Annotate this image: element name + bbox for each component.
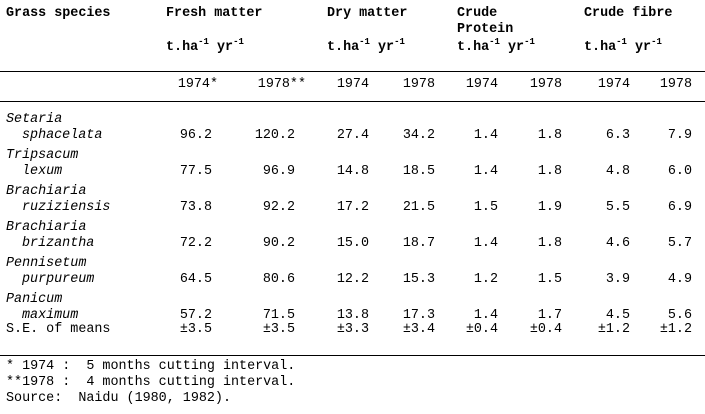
header-fresh-matter: Fresh matter [166, 6, 263, 21]
table-cell: 1.8 [537, 164, 562, 179]
header-crude-fibre: Crude fibre [584, 6, 673, 21]
year-label: 1974* [177, 77, 218, 92]
table-cell: 5.5 [605, 200, 630, 215]
table-cell: 1.5 [537, 272, 562, 287]
header-dry-matter: Dry matter [327, 6, 408, 21]
table-cell: 6.0 [667, 164, 692, 179]
table-cell: 13.8 [336, 308, 369, 323]
table-cell: 4.5 [605, 308, 630, 323]
se-cell: ±3.5 [179, 322, 212, 337]
species-name: lexum [22, 164, 63, 179]
table-cell: 21.5 [402, 200, 435, 215]
table-cell: 15.3 [402, 272, 435, 287]
table-cell: 120.2 [254, 128, 295, 143]
se-label: S.E. of means [6, 322, 111, 337]
se-cell: ±3.5 [262, 322, 295, 337]
table-cell: 5.6 [667, 308, 692, 323]
rule-years [0, 101, 705, 102]
table-cell: 57.2 [179, 308, 212, 323]
table-cell: 72.2 [179, 236, 212, 251]
species-name: purpureum [22, 272, 95, 287]
table-cell: 1.7 [537, 308, 562, 323]
unit-crude-protein: t.ha-1 yr-1 [457, 37, 535, 56]
table-cell: 80.6 [262, 272, 295, 287]
year-label: 1978 [402, 77, 435, 92]
table-cell: 1.8 [537, 236, 562, 251]
se-cell: ±3.4 [402, 322, 435, 337]
species-genus: Panicum [6, 292, 63, 307]
table-cell: 7.9 [667, 128, 692, 143]
table-cell: 4.8 [605, 164, 630, 179]
year-label: 1974 [465, 77, 498, 92]
se-cell: ±0.4 [465, 322, 498, 337]
table-cell: 12.2 [336, 272, 369, 287]
species-name: ruziziensis [22, 200, 111, 215]
table-cell: 92.2 [262, 200, 295, 215]
header-species: Grass species [6, 6, 111, 21]
table-cell: 14.8 [336, 164, 369, 179]
table-cell: 71.5 [262, 308, 295, 323]
table-cell: 4.6 [605, 236, 630, 251]
species-name: brizantha [22, 236, 95, 251]
table-cell: 96.2 [179, 128, 212, 143]
species-name: maximum [22, 308, 79, 323]
table-cell: 6.3 [605, 128, 630, 143]
se-cell: ±1.2 [659, 322, 692, 337]
table-cell: 5.7 [667, 236, 692, 251]
footnote-source: Source: Naidu (1980, 1982). [6, 391, 231, 406]
table-cell: 34.2 [402, 128, 435, 143]
species-genus: Brachiaria [6, 220, 87, 235]
year-label: 1974 [336, 77, 369, 92]
species-genus: Pennisetum [6, 256, 87, 271]
header-crude-protein-line1: Crude [457, 6, 498, 21]
species-name: sphacelata [22, 128, 103, 143]
unit-fresh-matter: t.ha-1 yr-1 [166, 37, 244, 56]
species-genus: Setaria [6, 112, 63, 127]
table-cell: 17.2 [336, 200, 369, 215]
table-cell: 77.5 [179, 164, 212, 179]
table-cell: 1.8 [537, 128, 562, 143]
table-cell: 4.9 [667, 272, 692, 287]
table-cell: 3.9 [605, 272, 630, 287]
species-genus: Brachiaria [6, 184, 87, 199]
header-crude-protein-line2: Protein [457, 22, 514, 37]
table-cell: 73.8 [179, 200, 212, 215]
table-cell: 6.9 [667, 200, 692, 215]
species-genus: Tripsacum [6, 148, 79, 163]
table-cell: 17.3 [402, 308, 435, 323]
table-cell: 1.4 [473, 308, 498, 323]
table-cell: 90.2 [262, 236, 295, 251]
table-cell: 64.5 [179, 272, 212, 287]
footnote-1974: * 1974 : 5 months cutting interval. [6, 359, 296, 374]
year-label: 1978** [257, 77, 306, 92]
year-label: 1978 [659, 77, 692, 92]
rule-top [0, 71, 705, 72]
table-cell: 18.5 [402, 164, 435, 179]
se-cell: ±0.4 [529, 322, 562, 337]
se-cell: ±1.2 [597, 322, 630, 337]
rule-bottom [0, 355, 705, 356]
table-cell: 18.7 [402, 236, 435, 251]
table-cell: 1.9 [537, 200, 562, 215]
unit-crude-fibre: t.ha-1 yr-1 [584, 37, 662, 56]
se-cell: ±3.3 [336, 322, 369, 337]
table-cell: 15.0 [336, 236, 369, 251]
unit-dry-matter: t.ha-1 yr-1 [327, 37, 405, 56]
table-cell: 1.4 [473, 164, 498, 179]
table-cell: 96.9 [262, 164, 295, 179]
table-cell: 27.4 [336, 128, 369, 143]
year-label: 1974 [597, 77, 630, 92]
table-cell: 1.2 [473, 272, 498, 287]
table-cell: 1.5 [473, 200, 498, 215]
table-cell: 1.4 [473, 236, 498, 251]
year-label: 1978 [529, 77, 562, 92]
footnote-1978: **1978 : 4 months cutting interval. [6, 375, 296, 390]
table-cell: 1.4 [473, 128, 498, 143]
